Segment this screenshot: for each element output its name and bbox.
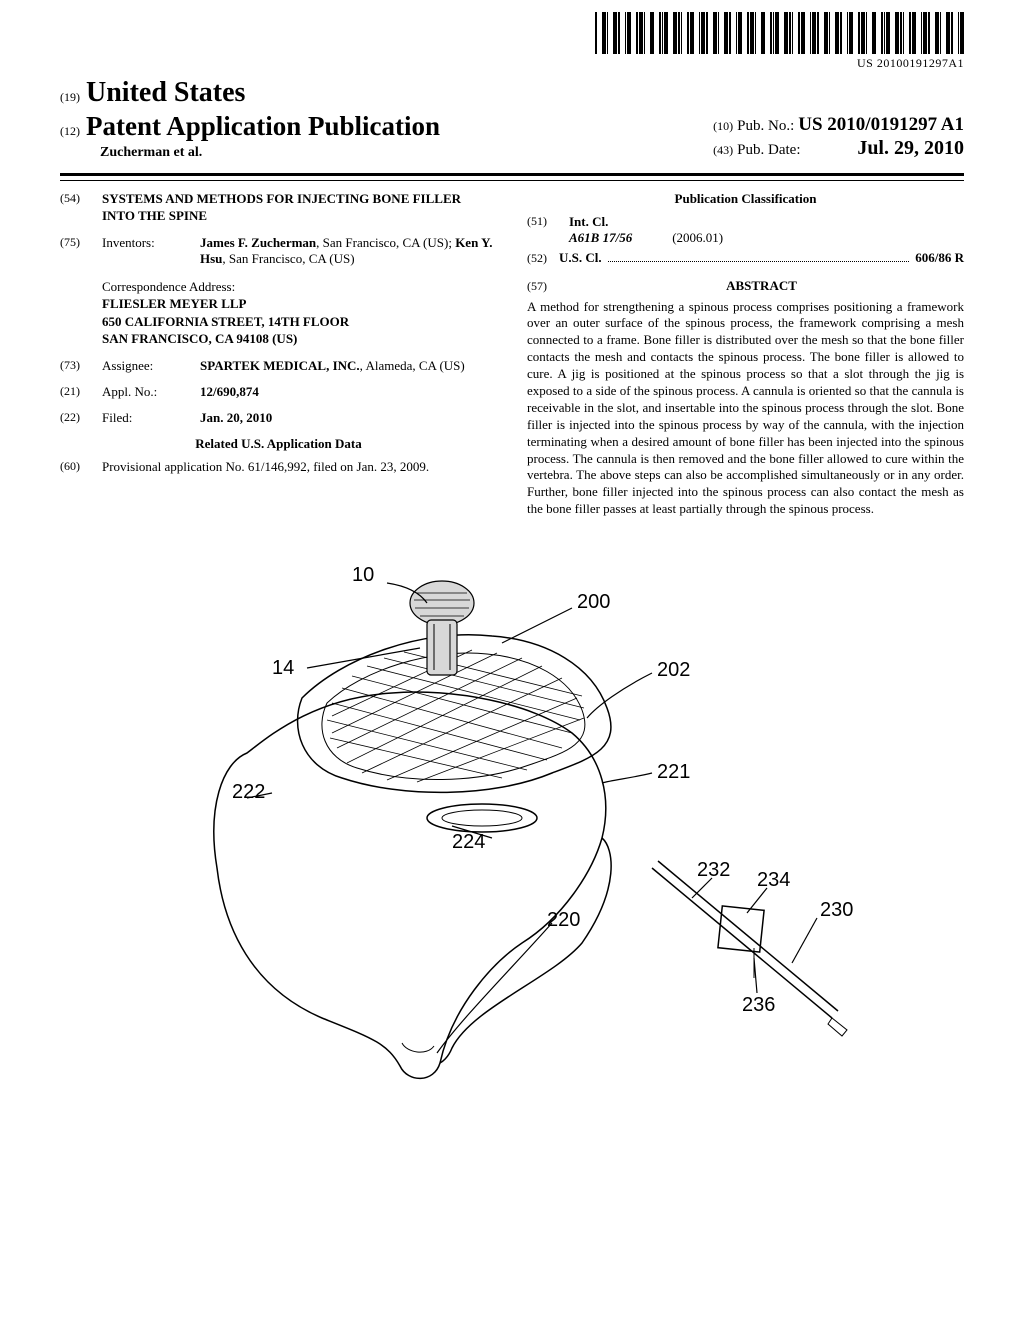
filed-code: (22) [60, 410, 92, 426]
uscl-dots [608, 261, 910, 262]
appl-no: 12/690,874 [200, 384, 497, 400]
right-column: Publication Classification (51) Int. Cl.… [527, 191, 964, 518]
patent-figure-svg [152, 548, 872, 1108]
invention-title: SYSTEMS AND METHODS FOR INJECTING BONE F… [102, 191, 497, 225]
correspondence-line2: 650 CALIFORNIA STREET, 14TH FLOOR [102, 313, 497, 331]
inventors-code: (75) [60, 235, 92, 268]
abstract-text: A method for strengthening a spinous pro… [527, 299, 964, 519]
inventors-value: James F. Zucherman, San Francisco, CA (U… [200, 235, 497, 268]
assignee-value: SPARTEK MEDICAL, INC., Alameda, CA (US) [200, 358, 497, 374]
pub-no-code: (10) [713, 119, 733, 134]
barcode-icon [595, 12, 964, 54]
pub-date: Jul. 29, 2010 [857, 136, 964, 161]
country-name: United States [86, 75, 245, 110]
fig-label-220: 220 [547, 908, 580, 933]
correspondence-line1: FLIESLER MEYER LLP [102, 295, 497, 313]
appl-code: (21) [60, 384, 92, 400]
uscl-value: 606/86 R [915, 250, 964, 266]
correspondence-address: Correspondence Address: FLIESLER MEYER L… [102, 278, 497, 348]
intcl-class: A61B 17/56 [569, 230, 632, 246]
uscl-code: (52) [527, 251, 559, 266]
pub-date-code: (43) [713, 143, 733, 158]
pub-title: Patent Application Publication [86, 110, 440, 144]
inventors-label: Inventors: [102, 235, 190, 268]
pub-no-label: Pub. No.: [737, 117, 794, 136]
intcl-code: (51) [527, 214, 559, 230]
provisional-code: (60) [60, 459, 92, 475]
barcode-region: US 20100191297A1 [0, 0, 1024, 75]
abstract-code: (57) [527, 279, 559, 294]
fig-label-202: 202 [657, 658, 690, 683]
divider-thin [60, 180, 964, 181]
related-data-heading: Related U.S. Application Data [60, 436, 497, 452]
fig-label-14: 14 [272, 656, 294, 681]
filed-label: Filed: [102, 410, 190, 426]
pub-numbers: (10) Pub. No.: US 2010/0191297 A1 (43) P… [713, 113, 964, 162]
fig-label-200: 200 [577, 590, 610, 615]
fig-label-230: 230 [820, 898, 853, 923]
figure-region: 10 14 200 202 221 222 224 220 232 234 23… [0, 518, 1024, 1108]
barcode-text: US 20100191297A1 [857, 56, 964, 71]
header: (19) United States (12) Patent Applicati… [0, 75, 1024, 167]
pub-title-code: (12) [60, 124, 80, 139]
fig-label-232: 232 [697, 858, 730, 883]
classification-heading: Publication Classification [527, 191, 964, 207]
body-columns: (54) SYSTEMS AND METHODS FOR INJECTING B… [0, 191, 1024, 518]
abstract-heading: ABSTRACT [559, 278, 964, 294]
fig-label-10: 10 [352, 563, 374, 588]
correspondence-line3: SAN FRANCISCO, CA 94108 (US) [102, 330, 497, 348]
uscl-label: U.S. Cl. [559, 250, 602, 266]
intcl-date: (2006.01) [672, 230, 723, 246]
fig-label-221: 221 [657, 760, 690, 785]
assignee-label: Assignee: [102, 358, 190, 374]
assignee-name: SPARTEK MEDICAL, INC. [200, 358, 360, 373]
pub-date-label: Pub. Date: [737, 141, 800, 160]
assignee-code: (73) [60, 358, 92, 374]
title-code: (54) [60, 191, 92, 225]
correspondence-label: Correspondence Address: [102, 278, 497, 296]
authors: Zucherman et al. [60, 144, 440, 162]
fig-label-234: 234 [757, 868, 790, 893]
provisional-text: Provisional application No. 61/146,992, … [102, 459, 497, 475]
pub-no: US 2010/0191297 A1 [798, 113, 964, 137]
inventor-1: James F. Zucherman [200, 235, 316, 250]
intcl-label: Int. Cl. [569, 214, 608, 230]
fig-label-236: 236 [742, 993, 775, 1018]
fig-label-224: 224 [452, 830, 485, 855]
filed-date: Jan. 20, 2010 [200, 410, 497, 426]
fig-label-222: 222 [232, 780, 265, 805]
divider-thick [60, 173, 964, 176]
appl-label: Appl. No.: [102, 384, 190, 400]
left-column: (54) SYSTEMS AND METHODS FOR INJECTING B… [60, 191, 497, 518]
country-code: (19) [60, 90, 80, 105]
